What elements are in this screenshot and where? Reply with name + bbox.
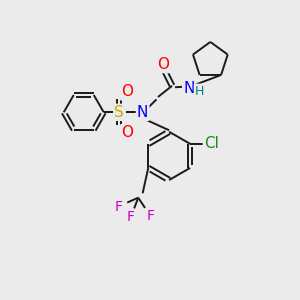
Text: N: N — [137, 105, 148, 120]
Text: O: O — [121, 85, 133, 100]
Text: H: H — [195, 85, 204, 98]
Text: F: F — [114, 200, 122, 214]
Text: F: F — [127, 210, 135, 224]
Text: O: O — [121, 125, 133, 140]
Text: Cl: Cl — [204, 136, 219, 151]
Text: O: O — [157, 57, 169, 72]
Text: S: S — [114, 105, 124, 120]
Text: N: N — [183, 81, 195, 96]
Text: F: F — [147, 209, 154, 223]
